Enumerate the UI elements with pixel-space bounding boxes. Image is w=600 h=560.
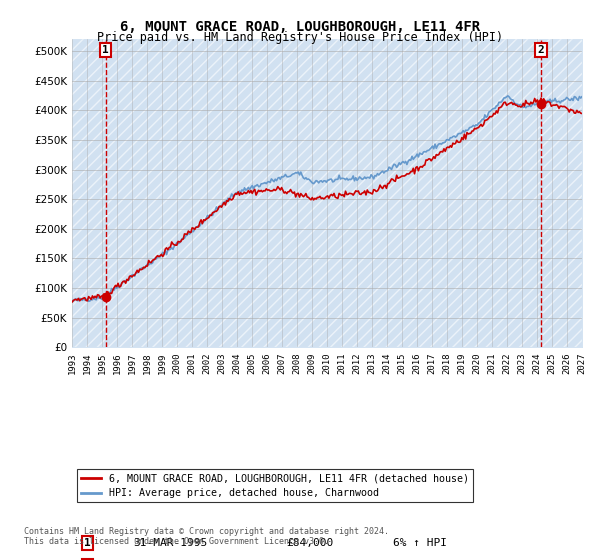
Text: 2: 2 — [538, 45, 544, 55]
Text: 1: 1 — [103, 45, 109, 55]
Text: 6, MOUNT GRACE ROAD, LOUGHBOROUGH, LE11 4FR: 6, MOUNT GRACE ROAD, LOUGHBOROUGH, LE11 … — [120, 20, 480, 34]
Text: 6% ↑ HPI: 6% ↑ HPI — [394, 538, 448, 548]
Text: 1: 1 — [84, 538, 91, 548]
Legend: 6, MOUNT GRACE ROAD, LOUGHBOROUGH, LE11 4FR (detached house), HPI: Average price: 6, MOUNT GRACE ROAD, LOUGHBOROUGH, LE11 … — [77, 469, 473, 502]
Text: Contains HM Land Registry data © Crown copyright and database right 2024.
This d: Contains HM Land Registry data © Crown c… — [24, 526, 389, 546]
Text: Price paid vs. HM Land Registry's House Price Index (HPI): Price paid vs. HM Land Registry's House … — [97, 31, 503, 44]
Text: £84,000: £84,000 — [286, 538, 334, 548]
Text: 31-MAR-1995: 31-MAR-1995 — [133, 538, 208, 548]
